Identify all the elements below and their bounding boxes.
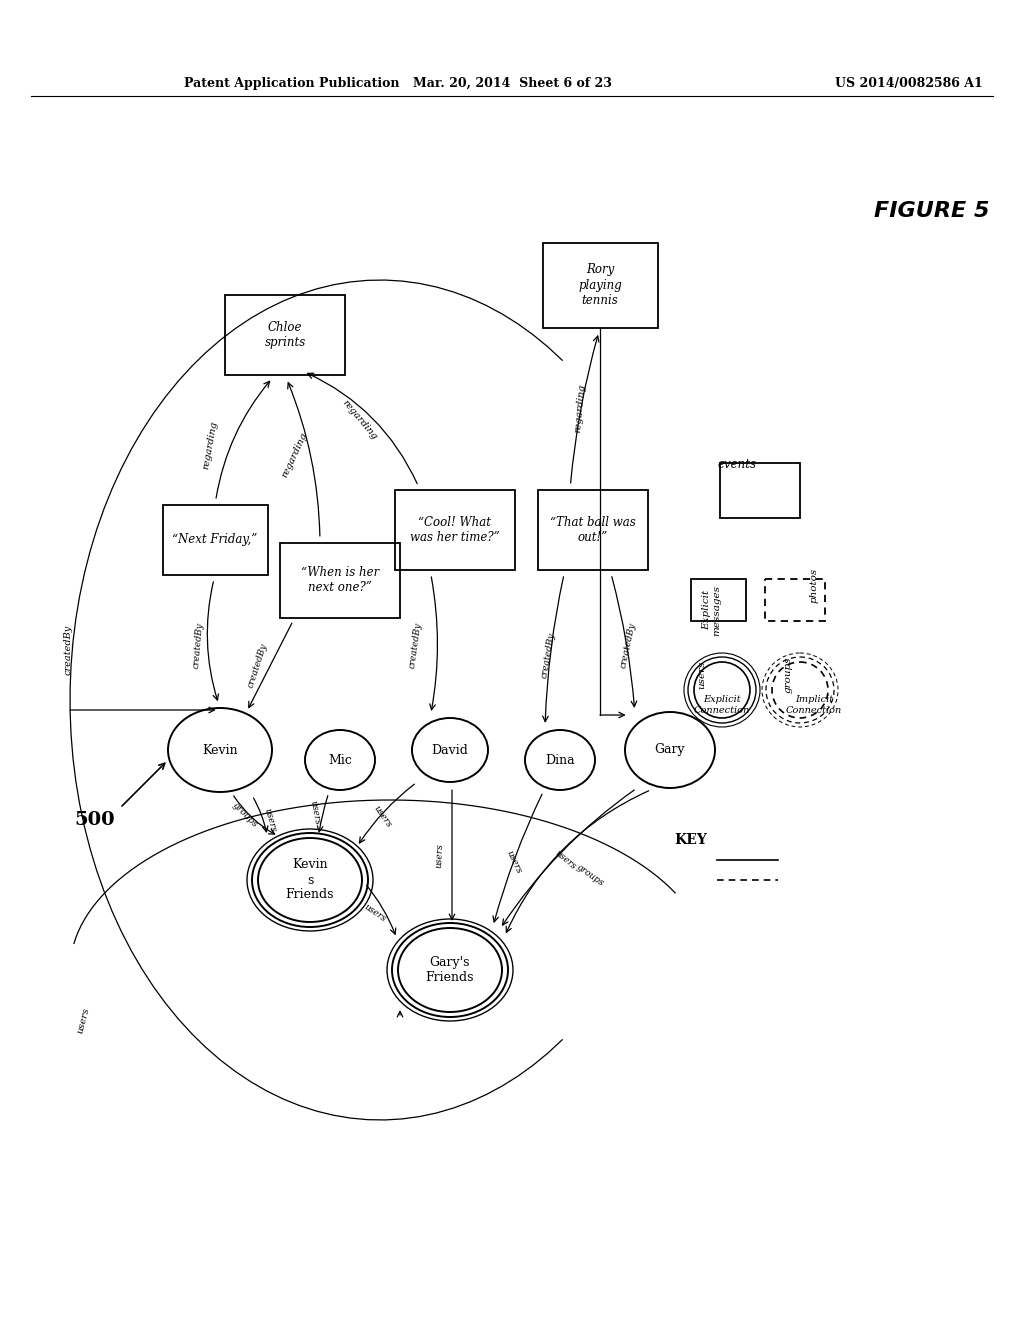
- Text: events: events: [718, 458, 757, 471]
- Text: regarding: regarding: [281, 430, 309, 479]
- Text: David: David: [431, 743, 468, 756]
- Text: “That ball was
out!”: “That ball was out!”: [550, 516, 636, 544]
- Text: createdBy: createdBy: [618, 622, 637, 669]
- Text: users: users: [362, 903, 388, 924]
- Text: US 2014/0082586 A1: US 2014/0082586 A1: [836, 77, 983, 90]
- Text: FIGURE 5: FIGURE 5: [874, 201, 989, 222]
- Text: groups: groups: [230, 801, 259, 829]
- Text: users: users: [308, 800, 322, 826]
- Bar: [163, 506, 267, 576]
- Text: createdBy: createdBy: [540, 631, 556, 678]
- Text: “Next Friday,”: “Next Friday,”: [172, 533, 258, 546]
- Bar: [225, 294, 345, 375]
- Text: KEY: KEY: [675, 833, 708, 847]
- Text: Explicit
messages: Explicit messages: [702, 585, 721, 635]
- Bar: [280, 543, 400, 618]
- Text: regarding: regarding: [573, 383, 587, 433]
- Text: Chloe
sprints: Chloe sprints: [264, 321, 305, 348]
- Text: Gary's
Friends: Gary's Friends: [426, 956, 474, 983]
- Text: photos: photos: [810, 568, 818, 603]
- Text: users: users: [75, 1006, 91, 1034]
- Bar: [690, 579, 745, 620]
- Text: createdBy: createdBy: [191, 622, 205, 668]
- Text: groups: groups: [784, 657, 793, 693]
- Bar: [720, 462, 800, 517]
- Text: Kevin
s
Friends: Kevin s Friends: [286, 858, 334, 902]
- Text: createdBy: createdBy: [247, 642, 269, 689]
- Text: users: users: [505, 849, 523, 875]
- Text: Rory
playing
tennis: Rory playing tennis: [579, 264, 622, 306]
- Bar: [395, 490, 515, 570]
- Text: users: users: [435, 843, 445, 869]
- Text: users: users: [262, 807, 278, 833]
- Text: “Cool! What
was her time?”: “Cool! What was her time?”: [411, 516, 500, 544]
- Text: Dina: Dina: [545, 754, 574, 767]
- Text: groups: groups: [574, 862, 605, 888]
- Text: createdBy: createdBy: [63, 624, 73, 675]
- Text: regarding: regarding: [202, 420, 219, 470]
- Text: 500: 500: [75, 810, 116, 829]
- Text: Explicit
Connection: Explicit Connection: [694, 696, 750, 714]
- Text: Kevin: Kevin: [202, 743, 238, 756]
- Bar: [538, 490, 648, 570]
- Text: Mar. 20, 2014  Sheet 6 of 23: Mar. 20, 2014 Sheet 6 of 23: [413, 77, 611, 90]
- Text: users: users: [553, 849, 578, 871]
- Text: Implicit
Connection: Implicit Connection: [786, 696, 842, 714]
- Text: Mic: Mic: [328, 754, 352, 767]
- Text: users: users: [373, 804, 394, 830]
- Bar: [543, 243, 657, 327]
- Bar: [765, 579, 825, 620]
- Text: Patent Application Publication: Patent Application Publication: [184, 77, 399, 90]
- Text: regarding: regarding: [341, 399, 379, 442]
- Text: “When is her
next one?”: “When is her next one?”: [301, 566, 379, 594]
- Text: Gary: Gary: [654, 743, 685, 756]
- Text: users: users: [697, 661, 706, 689]
- Text: createdBy: createdBy: [408, 622, 423, 669]
